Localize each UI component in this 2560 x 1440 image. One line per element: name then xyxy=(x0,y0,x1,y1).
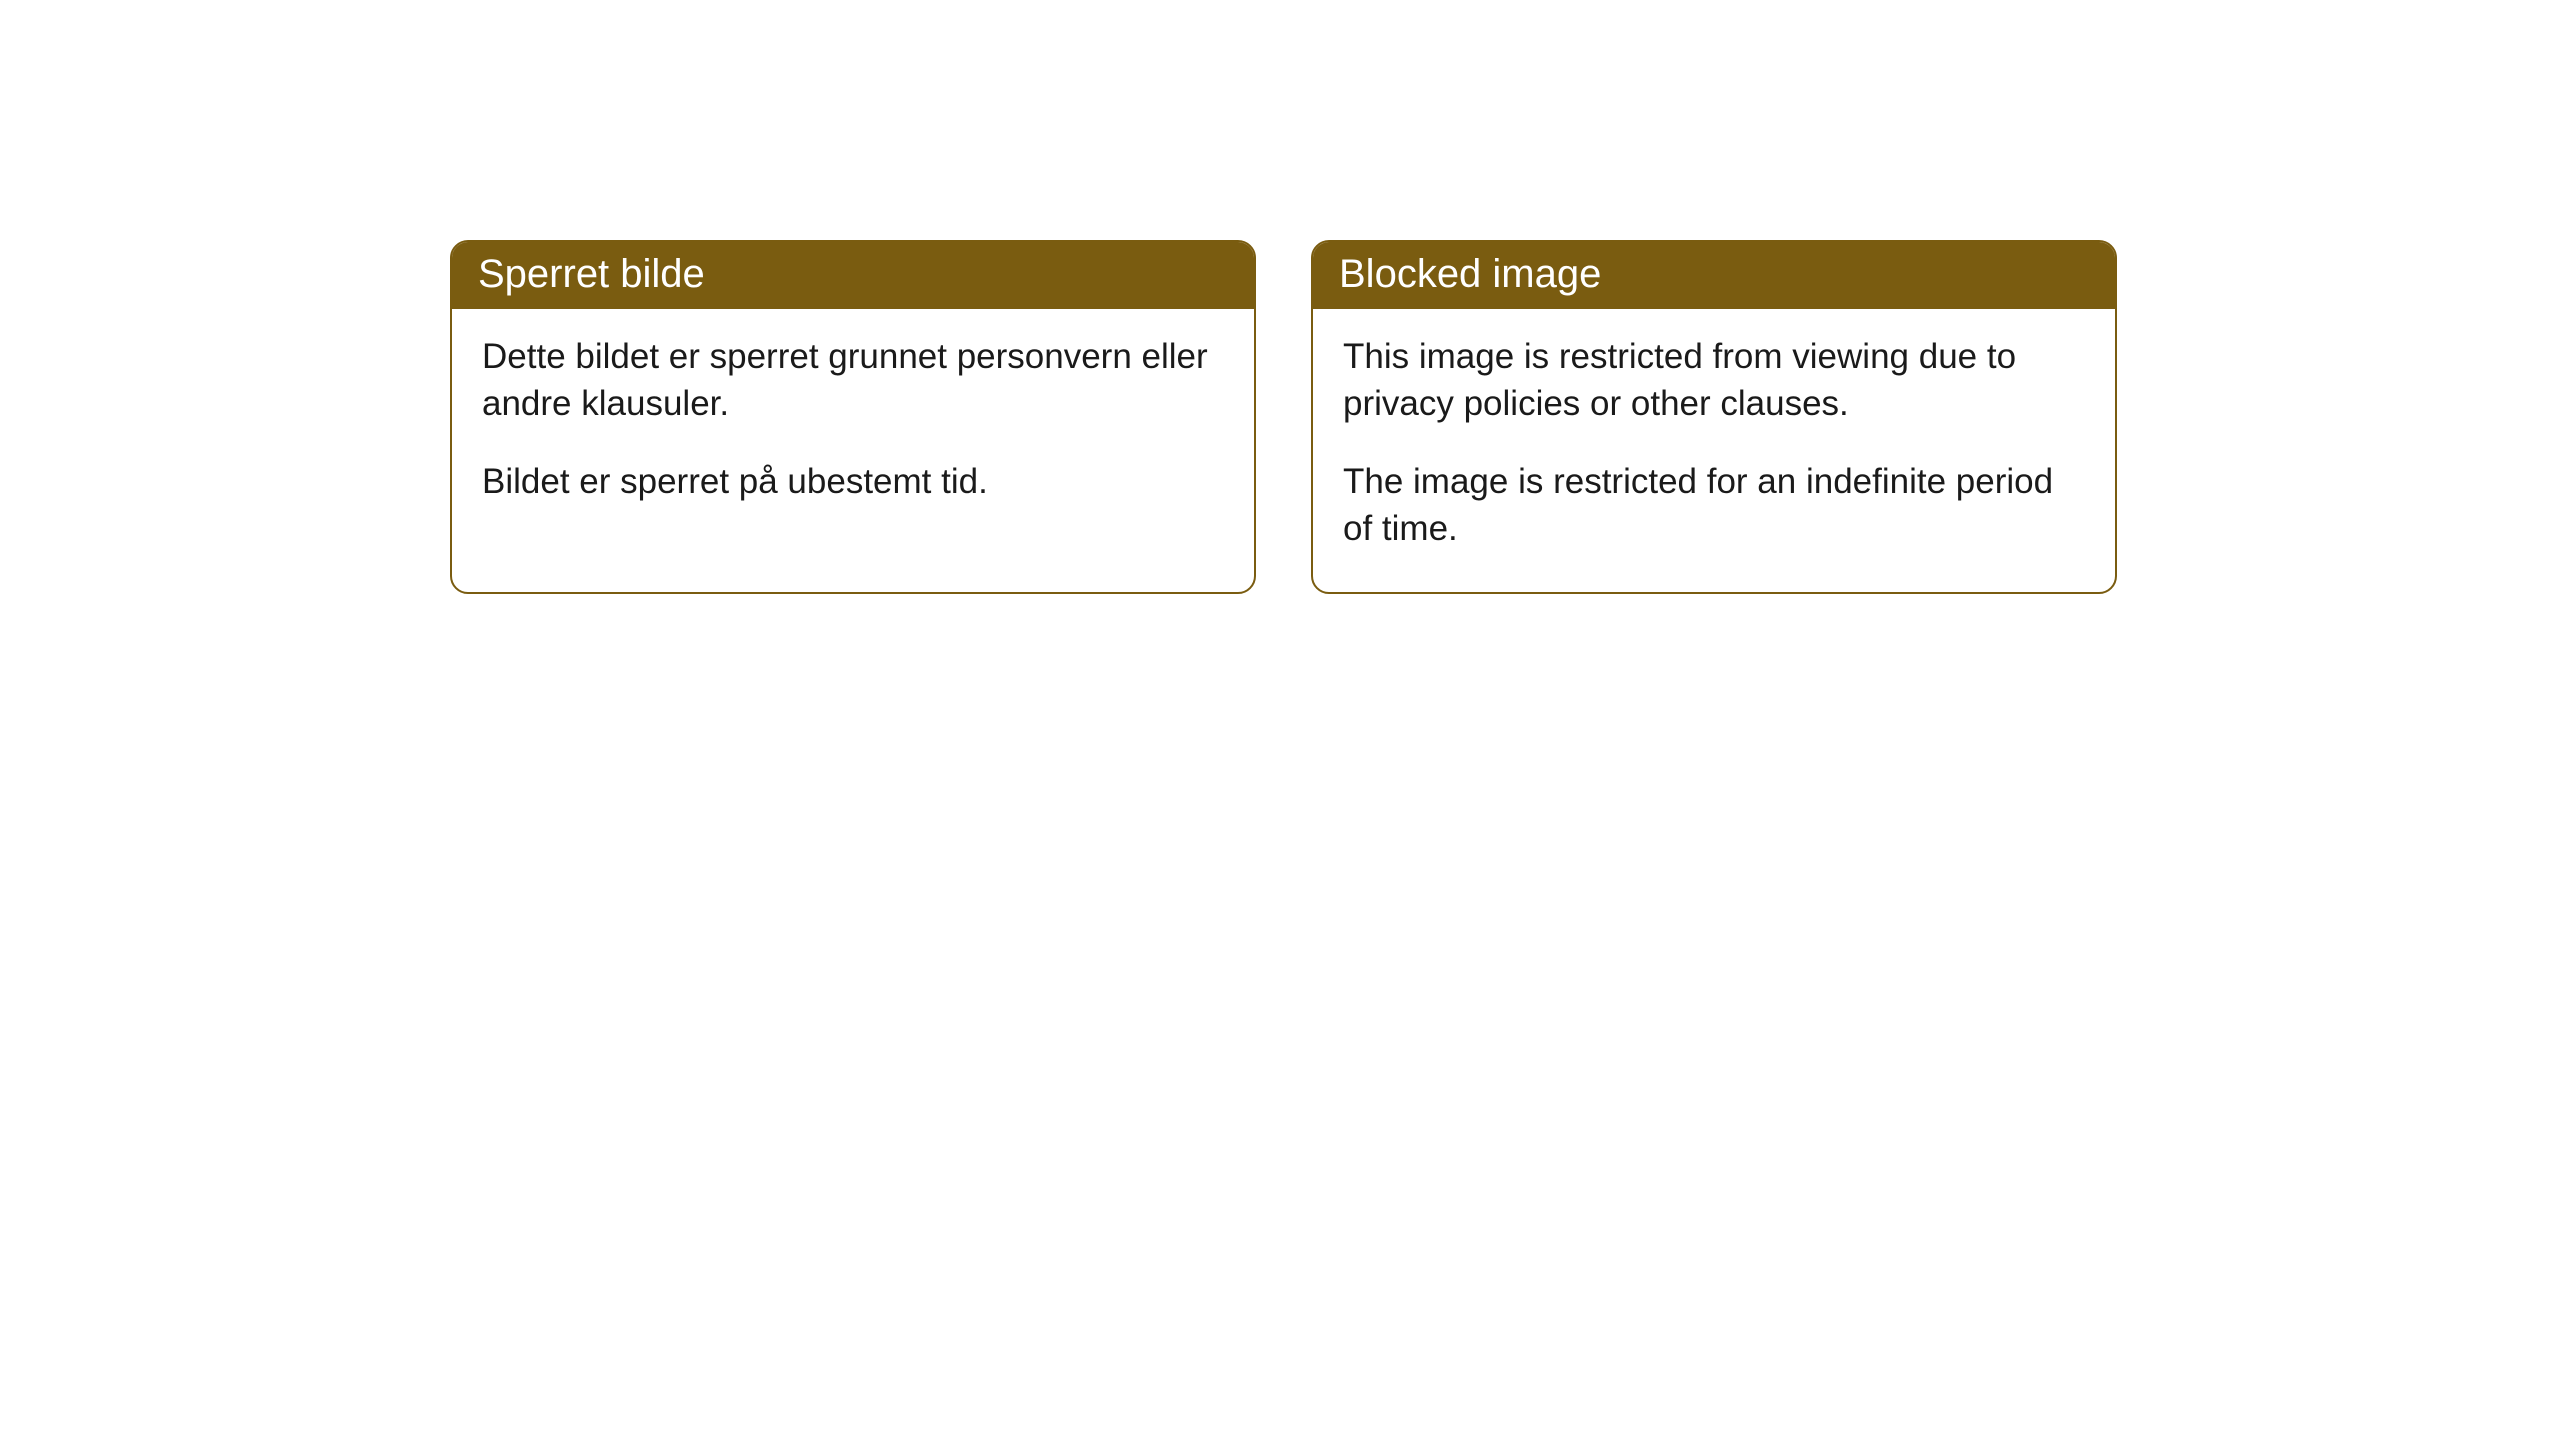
card-header: Sperret bilde xyxy=(452,242,1254,309)
blocked-image-card-norwegian: Sperret bilde Dette bildet er sperret gr… xyxy=(450,240,1256,594)
card-body: Dette bildet er sperret grunnet personve… xyxy=(452,309,1254,545)
card-title: Sperret bilde xyxy=(478,252,705,296)
card-paragraph: Dette bildet er sperret grunnet personve… xyxy=(482,333,1224,428)
blocked-image-card-english: Blocked image This image is restricted f… xyxy=(1311,240,2117,594)
card-body: This image is restricted from viewing du… xyxy=(1313,309,2115,592)
card-title: Blocked image xyxy=(1339,252,1601,296)
notice-cards-container: Sperret bilde Dette bildet er sperret gr… xyxy=(450,240,2117,594)
card-paragraph: Bildet er sperret på ubestemt tid. xyxy=(482,458,1224,505)
card-paragraph: This image is restricted from viewing du… xyxy=(1343,333,2085,428)
card-header: Blocked image xyxy=(1313,242,2115,309)
card-paragraph: The image is restricted for an indefinit… xyxy=(1343,458,2085,553)
